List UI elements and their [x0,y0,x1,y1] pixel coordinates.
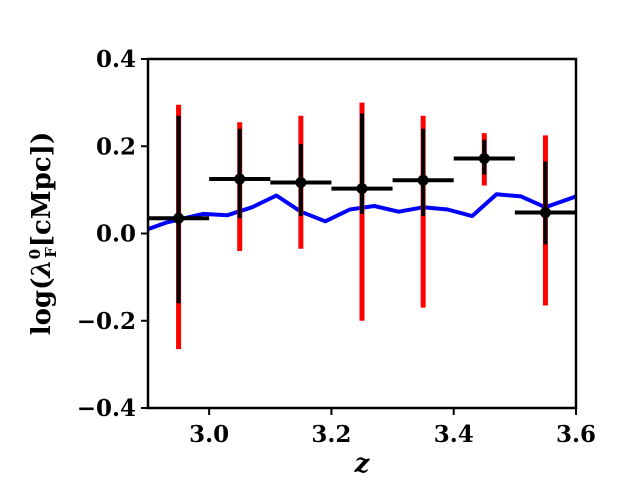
y-axis-label-symbol: λ [27,259,57,278]
y-axis-label-subscript: F [42,247,60,258]
x-tick-label-2: 3.4 [434,421,474,448]
data-point-6 [539,207,551,219]
x-tick-label-1: 3.2 [311,421,351,448]
y-axis-label-superscript: 0 [26,249,44,259]
data-point-layer [173,152,551,224]
data-point-1 [234,173,246,185]
data-point-2 [295,176,307,188]
data-point-4 [417,174,429,186]
x-tick-label-3: 3.6 [556,421,596,448]
y-axis-label-suffix: [cMpc]) [27,132,57,248]
error-bar-layer [148,102,576,350]
x-axis-label: z [354,449,371,479]
tick-layer: 3.0 3.2 3.4 3.6 −0.4 −0.2 0.0 0.2 0.4 [77,46,596,448]
y-tick-label-4: 0.4 [96,46,136,73]
x-tick-label-0: 3.0 [189,421,229,448]
data-point-3 [356,183,368,195]
data-point-0 [173,212,185,224]
y-tick-label-1: −0.2 [77,308,136,335]
y-tick-label-0: −0.4 [77,395,136,422]
data-point-5 [478,152,490,164]
y-tick-label-3: 0.2 [96,133,136,160]
y-axis-label-prefix: log( [27,278,57,336]
y-axis-label: log(λ0F[cMpc]) [26,132,60,336]
y-tick-label-2: 0.0 [96,221,136,248]
